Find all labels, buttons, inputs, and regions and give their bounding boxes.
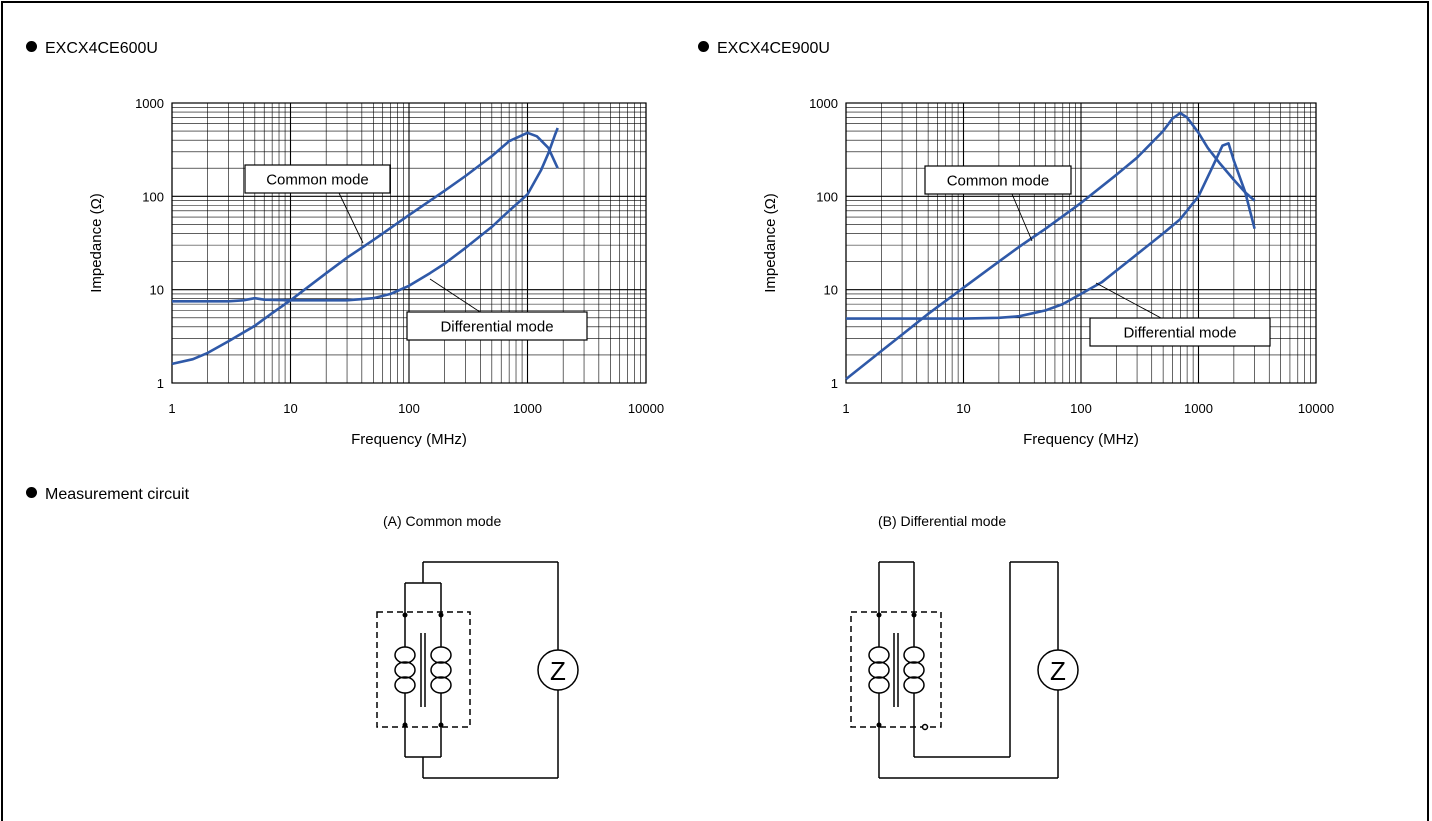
- series-line-differential-mode: [172, 127, 559, 303]
- annotation-label: Common mode: [266, 172, 369, 189]
- y-axis-label: Impedance (Ω): [88, 193, 105, 293]
- bullet-icon: [26, 41, 37, 52]
- x-tick-label: 1000: [1184, 401, 1213, 416]
- annotation-leader-line: [1095, 282, 1162, 319]
- annotation-leader-line: [429, 278, 481, 313]
- x-tick-label: 1: [842, 401, 849, 416]
- y-tick-label: 1: [831, 376, 838, 391]
- annotation-label: Differential mode: [1123, 325, 1236, 342]
- bullet-icon: [698, 41, 709, 52]
- annotation-box: [244, 164, 391, 194]
- series-line-differential-mode: [846, 142, 1256, 320]
- annotation-label: Common mode: [947, 173, 1050, 190]
- y-tick-label: 100: [816, 189, 838, 204]
- plot-border: [171, 102, 647, 384]
- impedance-chart-excx4ce900u: 1 10 100 1000 10000 1 10 100 1000 Frequency (MHz)…: [762, 96, 1334, 448]
- impedance-chart-excx4ce600u: 1 10 100 1000 10000 1 10 100 1000 Frequency (MHz)…: [88, 96, 664, 448]
- y-tick-label: 1: [157, 376, 164, 391]
- plot-border: [845, 102, 1317, 384]
- y-tick-label: 1000: [135, 96, 164, 111]
- circuit-b-caption: (B) Differential mode: [878, 513, 1007, 529]
- bullet-icon: [26, 487, 37, 498]
- circuit-title: Measurement circuit: [45, 486, 190, 503]
- x-tick-label: 10000: [628, 401, 664, 416]
- x-tick-label: 1000: [513, 401, 542, 416]
- circuit-a-caption: (A) Common mode: [383, 513, 502, 529]
- x-axis-label: Frequency (MHz): [1023, 431, 1139, 448]
- x-tick-label: 1: [168, 401, 175, 416]
- x-tick-label: 10000: [1298, 401, 1334, 416]
- series-line-common-mode: [171, 131, 559, 366]
- annotation-leader-line: [1011, 193, 1033, 242]
- x-tick-label: 10: [283, 401, 297, 416]
- chart-right-heading: EXCX4CE900U: [698, 40, 830, 58]
- chart-left-heading: EXCX4CE600U: [26, 40, 158, 58]
- x-tick-label: 10: [956, 401, 970, 416]
- y-tick-label: 10: [824, 283, 838, 298]
- y-tick-label: 10: [150, 283, 164, 298]
- chart-left-title: EXCX4CE600U: [45, 40, 158, 57]
- chart-right-title: EXCX4CE900U: [717, 40, 830, 57]
- annotation-label: Differential mode: [440, 319, 553, 336]
- annotation-box: [1089, 317, 1271, 347]
- y-tick-label: 1000: [809, 96, 838, 111]
- y-axis-label: Impedance (Ω): [762, 193, 779, 293]
- annotation-leader-line: [338, 192, 364, 244]
- x-tick-label: 100: [1070, 401, 1092, 416]
- annotation-box: [924, 165, 1072, 195]
- x-axis-label: Frequency (MHz): [351, 431, 467, 448]
- circuit-heading: Measurement circuit: [26, 486, 189, 504]
- annotation-box: [406, 311, 588, 341]
- y-tick-label: 100: [142, 189, 164, 204]
- x-tick-label: 100: [398, 401, 420, 416]
